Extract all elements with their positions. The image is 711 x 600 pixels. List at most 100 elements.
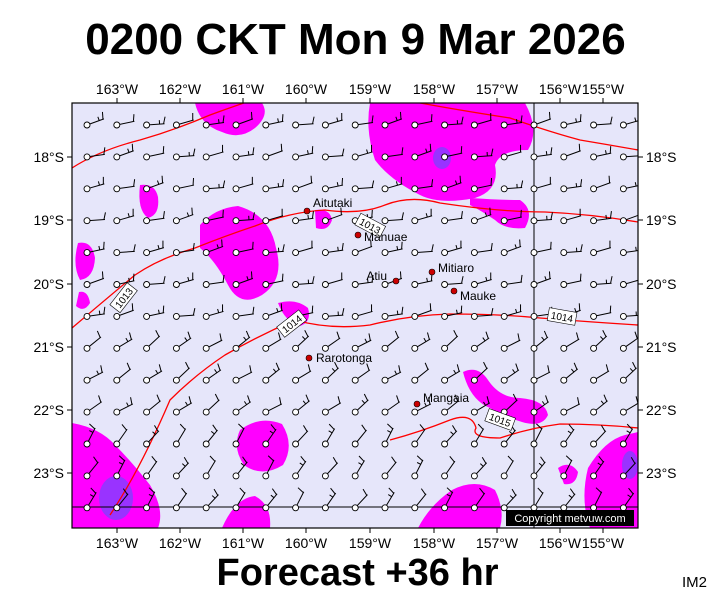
- wind-barb-icon: [560, 273, 582, 288]
- lon-label-bottom: 162°W: [159, 535, 202, 551]
- lon-label-bottom: 160°W: [285, 535, 328, 551]
- isobar-line: [72, 198, 638, 329]
- axis-ticks: 163°W 163°W 162°W 162°W 161°W 161°W 160°W 160°W…: [33, 81, 676, 551]
- wind-barb-icon: [500, 144, 522, 161]
- wind-barb-icon: [262, 488, 278, 512]
- wind-barb-icon: [143, 305, 165, 320]
- wind-barb-icon: [381, 176, 403, 193]
- wind-barb-icon: [411, 332, 431, 352]
- wind-barb-icon: [143, 329, 161, 352]
- wind-barb-icon: [83, 176, 105, 193]
- wind-barb-icon: [292, 146, 314, 161]
- wind-barb-icon: [441, 425, 458, 448]
- wind-barb-icon: [441, 211, 463, 225]
- wind-barb-icon: [262, 397, 283, 416]
- wind-barb-icon: [590, 240, 612, 257]
- wind-barb-icon: [113, 244, 136, 257]
- lon-label-bottom: 156°W: [539, 535, 582, 551]
- lat-label-left: 19°S: [33, 212, 64, 228]
- wind-barb-icon: [619, 153, 638, 161]
- wind-barb-icon: [351, 180, 375, 193]
- lat-label-right: 21°S: [646, 339, 677, 355]
- wind-barb-icon: [441, 116, 464, 129]
- wind-barb-icon: [560, 114, 582, 129]
- wind-barb-icon: [351, 393, 369, 416]
- wind-barb-icon: [560, 455, 573, 480]
- wind-barb-icon: [172, 396, 193, 416]
- wind-barb-icon: [172, 456, 190, 480]
- lat-label-left: 21°S: [33, 339, 64, 355]
- lon-label-top: 159°W: [349, 81, 392, 97]
- wind-barb-icon: [351, 274, 374, 288]
- wind-barb-icon: [172, 307, 196, 320]
- lat-label-right: 23°S: [646, 465, 677, 481]
- wind-barb-icon: [619, 311, 638, 320]
- wind-barb-icon: [590, 146, 612, 161]
- wind-barb-icon: [560, 143, 581, 161]
- lon-label-top: 157°W: [476, 81, 519, 97]
- wind-barb-icon: [202, 144, 224, 161]
- place-aitutaki: Aitutaki: [303, 196, 352, 215]
- wind-barb-icon: [530, 111, 552, 129]
- wind-barb-icon: [113, 208, 135, 225]
- wind-barb-icon: [113, 424, 128, 448]
- isobar-line: [389, 416, 638, 441]
- wind-barb-icon: [321, 361, 339, 384]
- wind-barb-icon: [470, 113, 492, 129]
- wind-barb-icon: [321, 177, 344, 193]
- wind-barb-icon: [441, 240, 463, 257]
- wind-barb-icon: [172, 207, 194, 225]
- rain-area: [463, 369, 548, 424]
- wind-barb-icon: [381, 423, 394, 448]
- lon-label-top: 163°W: [96, 81, 139, 97]
- wind-barb-icon: [619, 331, 638, 352]
- wind-barb-icon: [143, 394, 161, 416]
- wind-barb-icon: [172, 423, 187, 448]
- lat-label-right: 18°S: [646, 149, 677, 165]
- wind-barb-icon: [113, 273, 135, 288]
- wind-barb-icon: [292, 329, 310, 352]
- wind-barb-icon: [411, 303, 432, 320]
- wind-barb-icon: [351, 304, 373, 320]
- wind-barb-icon: [619, 456, 637, 480]
- wind-barb-icon: [619, 279, 638, 288]
- wind-barb-icon: [143, 116, 166, 129]
- wind-barb-icon: [619, 423, 634, 448]
- wind-barb-icon: [232, 456, 248, 480]
- wind-barb-icon: [83, 111, 105, 129]
- wind-barb-icon: [232, 365, 253, 384]
- place-label: Mauke: [460, 289, 496, 303]
- wind-barb-icon: [232, 306, 255, 320]
- wind-barb-icon: [143, 175, 164, 193]
- lat-label-right: 22°S: [646, 402, 677, 418]
- wind-barb-icon: [292, 116, 315, 129]
- wind-barb-icon: [411, 244, 434, 257]
- wind-barb-icon: [381, 241, 403, 257]
- wind-barb-icon: [113, 303, 134, 320]
- wind-barb-icon: [560, 397, 581, 416]
- wind-barb-icon: [113, 455, 126, 480]
- wind-barb-icon: [500, 115, 523, 129]
- wind-barb-icon: [321, 307, 345, 320]
- wind-barb-icon: [83, 306, 106, 320]
- wind-barb-icon: [262, 208, 284, 225]
- wind-barb-icon: [262, 114, 284, 129]
- town-dot-icon: [303, 207, 311, 215]
- wind-barb-icon: [202, 209, 224, 225]
- lon-label-top: 161°W: [222, 81, 265, 97]
- wind-barb-icon: [470, 331, 490, 352]
- wind-barb-icon: [560, 244, 583, 257]
- wind-barb-icon: [232, 423, 245, 448]
- wind-barb-icon: [470, 307, 494, 320]
- lon-label-top: 158°W: [413, 81, 456, 97]
- town-dot-icon: [413, 400, 421, 408]
- wind-barb-icon: [411, 179, 434, 193]
- wind-barb-icon: [500, 180, 524, 193]
- isobar-line: [72, 103, 246, 169]
- wind-barb-icon: [411, 273, 433, 288]
- wind-barb-icon: [500, 488, 517, 512]
- wind-barb-icon: [202, 393, 220, 416]
- wind-barb-icon: [530, 365, 551, 384]
- wind-barb-icon: [172, 331, 192, 352]
